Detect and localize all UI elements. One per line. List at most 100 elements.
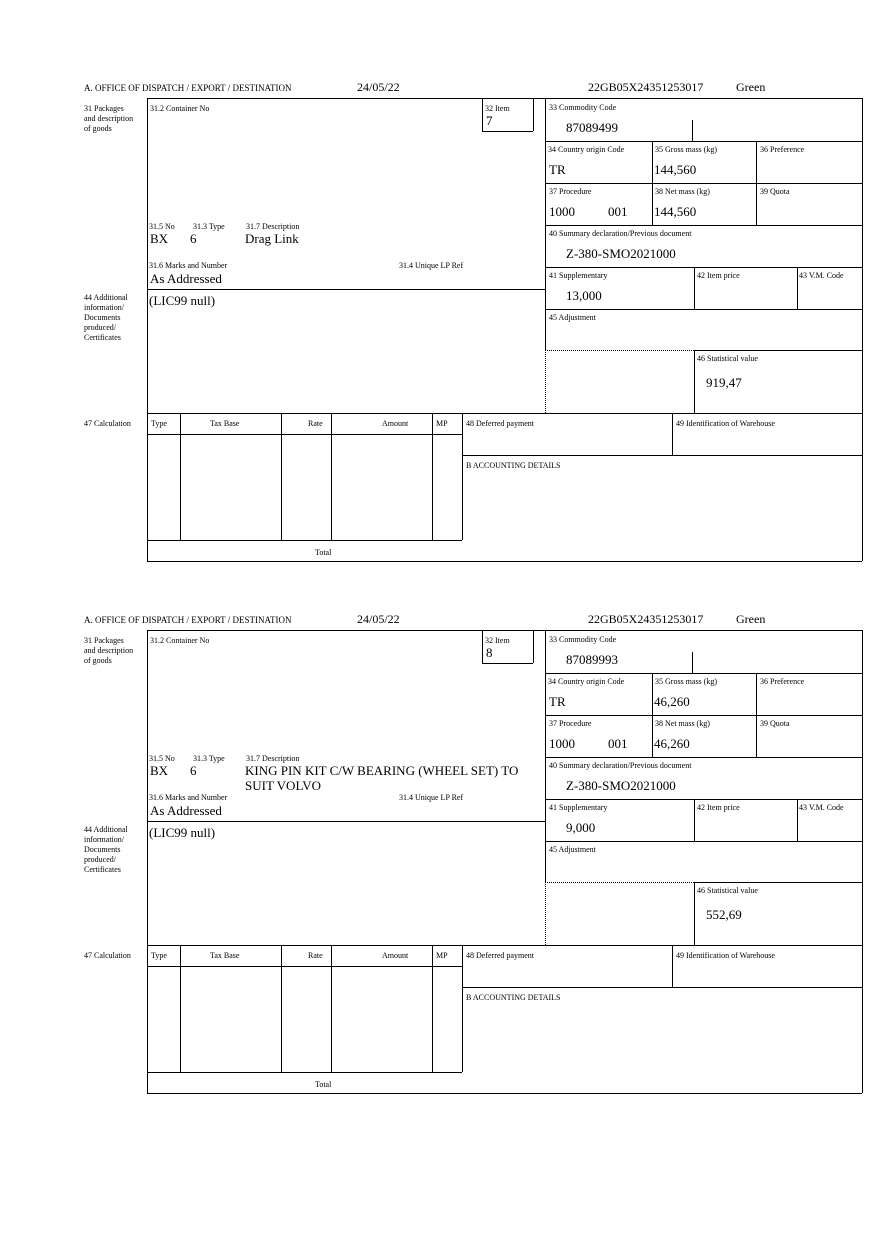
rule: [147, 1093, 862, 1094]
rule: [545, 630, 546, 882]
rule: [147, 98, 148, 561]
declaration-date: 24/05/22: [357, 612, 400, 626]
rule: [147, 966, 462, 967]
rule: [147, 630, 862, 631]
rule: [692, 652, 693, 673]
commodity-code-value: 87089499: [566, 120, 618, 135]
rule: [545, 841, 862, 842]
summary-declaration-label: 40 Summary declaration/Previous document: [549, 761, 692, 770]
supplementary-value: 9,000: [566, 820, 596, 835]
net-mass-label: 38 Net mass (kg): [655, 187, 710, 196]
rule: [694, 350, 695, 413]
summary-declaration-value: Z-380-SMO2021000: [566, 246, 676, 261]
rule: [180, 945, 181, 1072]
rule: [147, 821, 545, 822]
accounting-details-label: B ACCOUNTING DETAILS: [466, 461, 561, 470]
rule: [545, 715, 862, 716]
rule: [694, 882, 695, 945]
calculation-label: 47 Calculation: [84, 951, 131, 960]
marks-label: 31.6 Marks and Number: [149, 261, 228, 271]
rule: [545, 882, 546, 945]
declaration-date: 24/05/22: [357, 80, 400, 94]
rule: [147, 98, 862, 99]
rule: [331, 945, 332, 1072]
rule: [482, 131, 533, 132]
procedure-additional-value: 001: [608, 204, 628, 219]
rule: [147, 540, 462, 541]
country-origin-value: TR: [549, 162, 566, 177]
item-price-label: 42 Item price: [697, 803, 740, 812]
calc-tax-base-header: Tax Base: [210, 951, 240, 960]
rule: [862, 98, 863, 561]
rule: [462, 413, 463, 540]
procedure-additional-value: 001: [608, 736, 628, 751]
calc-type-header: Type: [151, 951, 167, 960]
no-label: 31.5 No: [149, 754, 175, 763]
quota-label: 39 Quota: [760, 719, 790, 728]
rule: [694, 882, 862, 883]
rule: [147, 630, 148, 1093]
additional-info-value: (LIC99 null): [149, 293, 216, 308]
calc-tax-base-header: Tax Base: [210, 419, 240, 428]
rule: [482, 98, 483, 131]
calculation-label: 47 Calculation: [84, 419, 131, 428]
package-count: 6: [190, 231, 197, 246]
goods-description: Drag Link: [245, 231, 299, 246]
unique-lp-ref-label: 31.4 Unique LP Ref: [399, 793, 464, 802]
package-kind: BX: [150, 231, 169, 246]
item-number: 8: [486, 645, 493, 660]
rule: [797, 267, 798, 309]
rule: [432, 945, 433, 1072]
procedure-label: 37 Procedure: [549, 719, 592, 728]
declaration-reference: 22GB05X24351253017: [588, 612, 704, 626]
preference-label: 36 Preference: [760, 145, 805, 154]
rule: [694, 267, 695, 309]
office-heading: A. OFFICE OF DISPATCH / EXPORT / DESTINA…: [84, 615, 292, 625]
rule: [545, 98, 546, 350]
commodity-code-value: 87089993: [566, 652, 618, 667]
rule: [545, 799, 862, 800]
calc-total-label: Total: [315, 548, 332, 557]
country-origin-value: TR: [549, 694, 566, 709]
item-number: 7: [486, 113, 493, 128]
route-status: Green: [736, 80, 766, 94]
gross-mass-label: 35 Gross mass (kg): [655, 677, 717, 686]
rule: [545, 350, 694, 351]
rule: [545, 350, 546, 413]
rule: [147, 945, 862, 946]
rule: [281, 945, 282, 1072]
rule: [331, 413, 332, 540]
rule: [545, 757, 862, 758]
rule: [862, 630, 863, 1093]
procedure-value: 1000: [549, 736, 575, 751]
net-mass-value: 46,260: [654, 736, 690, 751]
rule: [545, 882, 694, 883]
gross-mass-label: 35 Gross mass (kg): [655, 145, 717, 154]
rule: [545, 141, 862, 142]
marks-value: As Addressed: [150, 803, 222, 818]
deferred-payment-label: 48 Deferred payment: [466, 419, 534, 428]
warehouse-label: 49 Identification of Warehouse: [676, 419, 775, 428]
statistical-value: 919,47: [706, 375, 742, 390]
goods-description: KING PIN KIT C/W BEARING (WHEEL SET) TO …: [245, 763, 519, 793]
rule: [462, 455, 862, 456]
warehouse-label: 49 Identification of Warehouse: [676, 951, 775, 960]
description-label: 31.7 Description: [246, 222, 300, 231]
calc-mp-header: MP: [436, 951, 448, 960]
calc-rate-header: Rate: [308, 419, 323, 428]
accounting-details-label: B ACCOUNTING DETAILS: [466, 993, 561, 1002]
deferred-payment-label: 48 Deferred payment: [466, 951, 534, 960]
procedure-label: 37 Procedure: [549, 187, 592, 196]
marks-label: 31.6 Marks and Number: [149, 793, 228, 803]
rule: [180, 413, 181, 540]
calc-mp-header: MP: [436, 419, 448, 428]
rule: [545, 225, 862, 226]
calc-amount-header: Amount: [382, 419, 409, 428]
summary-declaration-label: 40 Summary declaration/Previous document: [549, 229, 692, 238]
packages-label: 31 Packages and description of goods: [84, 104, 134, 133]
rule: [147, 1072, 462, 1073]
calc-rate-header: Rate: [308, 951, 323, 960]
route-status: Green: [736, 612, 766, 626]
item-label: 32 Item: [485, 104, 510, 113]
type-label: 31.3 Type: [193, 754, 225, 763]
